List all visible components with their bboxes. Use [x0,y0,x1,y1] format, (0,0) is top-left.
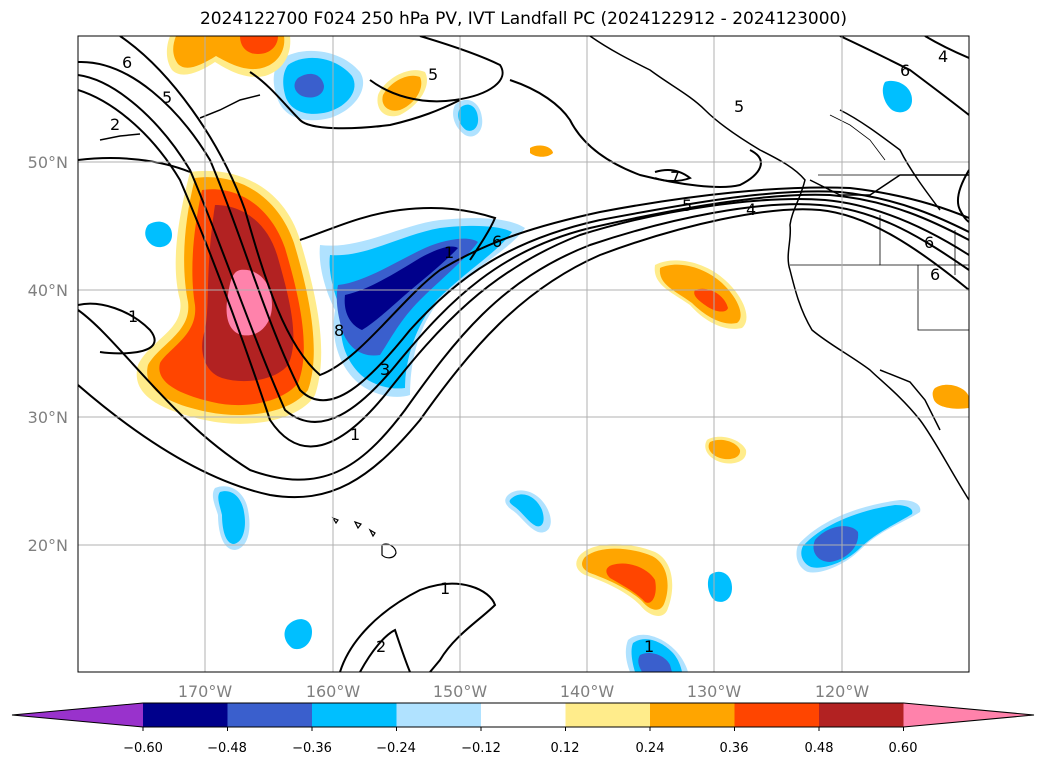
lon-label: 170°W [178,682,233,701]
colorbar-segment [734,703,820,727]
colorbar-labels: −0.60 −0.48 −0.36 −0.24 −0.12 0.12 0.24 … [123,741,917,756]
contour-label: 1 [440,579,450,598]
colorbar-segment [312,703,397,727]
longitude-labels: 170°W 160°W 150°W 140°W 130°W 120°W [178,682,870,701]
colorbar-tick-label: −0.60 [123,741,163,756]
latitude-labels: 50°N 40°N 30°N 20°N [28,153,68,555]
colorbar-tick-label: −0.48 [207,741,247,756]
pv-contours [78,36,969,672]
colorbar-segment [481,703,566,727]
colorbar-tick-label: −0.24 [376,741,416,756]
contour-label: 3 [380,360,390,379]
colorbar-tick-label: 0.60 [889,741,918,756]
colorbar-tick-label: 0.48 [805,741,834,756]
contour-label: 1 [350,425,360,444]
colorbar-tick-label: −0.36 [292,741,332,756]
contour-label: 5 [734,97,744,116]
colorbar-segment [143,703,228,727]
small-positive-anomalies [530,145,969,616]
contour-label: 6 [900,61,910,80]
colorbar-extend-min [12,703,143,727]
colorbar-tick-label: 0.36 [720,741,749,756]
lon-label: 130°W [687,682,742,701]
colorbar-tick-label: 0.12 [551,741,580,756]
positive-anomaly-west [136,170,322,424]
borders [790,114,969,331]
positive-anomaly-top [166,36,428,117]
contour-label: 2 [110,115,120,134]
contour-label: 8 [334,321,344,340]
colorbar-tick-label: 0.24 [636,741,665,756]
contour-label: 1 [444,243,454,262]
colorbar-segment [565,703,651,727]
colorbar-extend-max [903,703,1034,727]
contour-label: 4 [938,47,948,66]
lon-label: 120°W [815,682,870,701]
contour-label: 4 [746,200,756,219]
colorbar-segment [396,703,482,727]
contour-label: 5 [428,65,438,84]
negative-anomaly-north [273,50,364,121]
contour-labels: 6 5 2 1 5 6 5 4 6 7 5 4 6 1 6 8 3 1 1 2 … [110,47,948,656]
gridlines [78,36,969,672]
map-title: 2024122700 F024 250 hPa PV, IVT Landfall… [199,9,847,29]
lon-label: 160°W [306,682,361,701]
lon-label: 140°W [560,682,615,701]
contour-label: 6 [924,233,934,252]
hawaii-islands [331,516,397,559]
lat-label: 50°N [28,153,68,172]
colorbar-segment [819,703,904,727]
contour-label: 6 [492,232,502,251]
colorbar-segment [227,703,313,727]
lat-label: 20°N [28,536,68,555]
contour-label: 5 [162,88,172,107]
contour-label: 6 [930,265,940,284]
map-frame [77,35,970,673]
contour-label: 6 [122,53,132,72]
contour-label: 7 [670,168,680,187]
colorbar-segment [650,703,735,727]
lat-label: 30°N [28,408,68,427]
contour-label: 5 [682,196,692,215]
contour-label: 2 [376,637,386,656]
contour-label: 1 [644,637,654,656]
small-negative-anomalies [145,80,921,672]
contour-label: 1 [128,307,138,326]
colorbar-tick-label: −0.12 [461,741,501,756]
lat-label: 40°N [28,281,68,300]
colorbar [11,702,1035,731]
lon-label: 150°W [433,682,488,701]
